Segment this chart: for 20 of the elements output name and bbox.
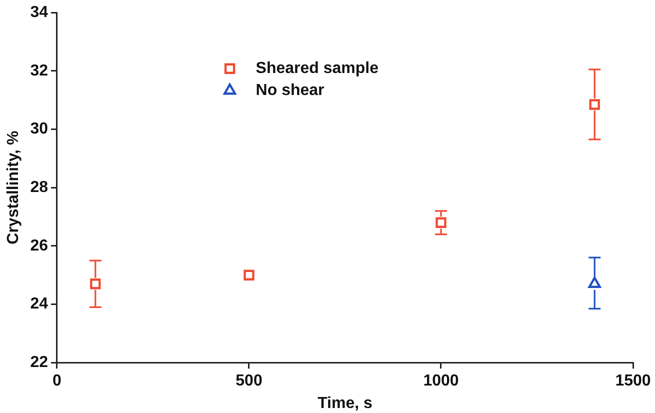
point <box>589 99 600 110</box>
point <box>244 270 254 280</box>
point <box>90 278 101 290</box>
x-tick-label: 500 <box>236 372 262 390</box>
y-tick-label: 24 <box>30 296 48 313</box>
point <box>436 217 446 228</box>
y-tick-label: 30 <box>30 120 48 138</box>
x-tick-label: 1000 <box>423 372 459 390</box>
x-tick-label: 0 <box>52 372 62 390</box>
y-tick-label: 22 <box>30 354 48 372</box>
x-tick-label: 1500 <box>615 372 651 390</box>
y-tick-label: 26 <box>30 237 48 254</box>
y-axis-title: Crystallinity, % <box>5 130 22 244</box>
legend-label: No shear <box>256 82 324 100</box>
y-tick-label: 32 <box>30 62 48 80</box>
point <box>588 276 601 288</box>
legend-label: Sheared sample <box>256 60 379 78</box>
y-tick-label: 34 <box>30 4 48 22</box>
y-tick-label: 28 <box>30 179 48 196</box>
x-axis-title: Time, s <box>318 394 373 412</box>
